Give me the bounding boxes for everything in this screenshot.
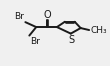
Text: O: O bbox=[43, 10, 51, 20]
Text: Br: Br bbox=[14, 12, 24, 21]
Text: S: S bbox=[68, 35, 74, 45]
Text: CH₃: CH₃ bbox=[91, 26, 107, 35]
Text: Br: Br bbox=[30, 37, 40, 46]
